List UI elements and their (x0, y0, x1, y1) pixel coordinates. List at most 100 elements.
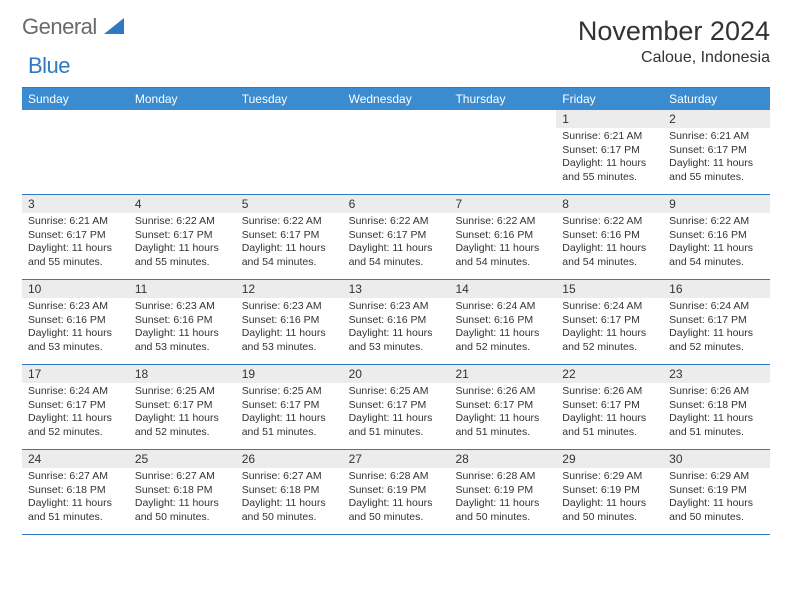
sunrise-text: Sunrise: 6:21 AM (28, 215, 123, 229)
sunrise-text: Sunrise: 6:24 AM (28, 385, 123, 399)
week-row: 17Sunrise: 6:24 AMSunset: 6:17 PMDayligh… (22, 365, 770, 450)
day-body: Sunrise: 6:24 AMSunset: 6:16 PMDaylight:… (449, 298, 556, 361)
daylight-text: Daylight: 11 hours and 52 minutes. (669, 327, 764, 354)
sunrise-text: Sunrise: 6:24 AM (562, 300, 657, 314)
sunrise-text: Sunrise: 6:28 AM (349, 470, 444, 484)
daylight-text: Daylight: 11 hours and 55 minutes. (28, 242, 123, 269)
title-block: November 2024 Caloue, Indonesia (578, 16, 770, 67)
day-cell: 2Sunrise: 6:21 AMSunset: 6:17 PMDaylight… (663, 110, 770, 194)
dow-cell: Tuesday (236, 88, 343, 110)
day-body: Sunrise: 6:24 AMSunset: 6:17 PMDaylight:… (556, 298, 663, 361)
sunrise-text: Sunrise: 6:24 AM (455, 300, 550, 314)
sunrise-text: Sunrise: 6:27 AM (28, 470, 123, 484)
dow-cell: Sunday (22, 88, 129, 110)
day-number: 1 (556, 110, 663, 128)
week-row: 3Sunrise: 6:21 AMSunset: 6:17 PMDaylight… (22, 195, 770, 280)
dow-cell: Friday (556, 88, 663, 110)
day-body: Sunrise: 6:23 AMSunset: 6:16 PMDaylight:… (129, 298, 236, 361)
sunrise-text: Sunrise: 6:23 AM (349, 300, 444, 314)
daylight-text: Daylight: 11 hours and 52 minutes. (455, 327, 550, 354)
sunset-text: Sunset: 6:17 PM (562, 399, 657, 413)
daylight-text: Daylight: 11 hours and 54 minutes. (242, 242, 337, 269)
day-cell: 29Sunrise: 6:29 AMSunset: 6:19 PMDayligh… (556, 450, 663, 534)
day-body: Sunrise: 6:22 AMSunset: 6:17 PMDaylight:… (236, 213, 343, 276)
sunset-text: Sunset: 6:17 PM (242, 229, 337, 243)
day-number: 7 (449, 195, 556, 213)
day-number: 3 (22, 195, 129, 213)
day-body: Sunrise: 6:25 AMSunset: 6:17 PMDaylight:… (343, 383, 450, 446)
day-cell (343, 110, 450, 194)
day-cell: 11Sunrise: 6:23 AMSunset: 6:16 PMDayligh… (129, 280, 236, 364)
daylight-text: Daylight: 11 hours and 51 minutes. (669, 412, 764, 439)
sunrise-text: Sunrise: 6:22 AM (669, 215, 764, 229)
day-number: 8 (556, 195, 663, 213)
sunset-text: Sunset: 6:17 PM (28, 229, 123, 243)
sunset-text: Sunset: 6:16 PM (455, 314, 550, 328)
daylight-text: Daylight: 11 hours and 50 minutes. (669, 497, 764, 524)
day-body: Sunrise: 6:22 AMSunset: 6:17 PMDaylight:… (343, 213, 450, 276)
day-body: Sunrise: 6:29 AMSunset: 6:19 PMDaylight:… (663, 468, 770, 531)
daylight-text: Daylight: 11 hours and 54 minutes. (669, 242, 764, 269)
day-cell: 12Sunrise: 6:23 AMSunset: 6:16 PMDayligh… (236, 280, 343, 364)
sunrise-text: Sunrise: 6:21 AM (562, 130, 657, 144)
location-label: Caloue, Indonesia (578, 49, 770, 67)
sunrise-text: Sunrise: 6:22 AM (562, 215, 657, 229)
day-number: 12 (236, 280, 343, 298)
sunset-text: Sunset: 6:19 PM (562, 484, 657, 498)
dow-cell: Saturday (663, 88, 770, 110)
day-cell (129, 110, 236, 194)
day-body: Sunrise: 6:26 AMSunset: 6:18 PMDaylight:… (663, 383, 770, 446)
day-body: Sunrise: 6:28 AMSunset: 6:19 PMDaylight:… (343, 468, 450, 531)
day-of-week-header: SundayMondayTuesdayWednesdayThursdayFrid… (22, 88, 770, 110)
daylight-text: Daylight: 11 hours and 51 minutes. (242, 412, 337, 439)
daylight-text: Daylight: 11 hours and 50 minutes. (349, 497, 444, 524)
sunset-text: Sunset: 6:19 PM (455, 484, 550, 498)
day-body: Sunrise: 6:27 AMSunset: 6:18 PMDaylight:… (236, 468, 343, 531)
dow-cell: Thursday (449, 88, 556, 110)
day-number: 18 (129, 365, 236, 383)
sunset-text: Sunset: 6:19 PM (669, 484, 764, 498)
sunrise-text: Sunrise: 6:26 AM (455, 385, 550, 399)
day-cell: 5Sunrise: 6:22 AMSunset: 6:17 PMDaylight… (236, 195, 343, 279)
day-cell: 7Sunrise: 6:22 AMSunset: 6:16 PMDaylight… (449, 195, 556, 279)
sunrise-text: Sunrise: 6:29 AM (669, 470, 764, 484)
sunrise-text: Sunrise: 6:27 AM (242, 470, 337, 484)
sunrise-text: Sunrise: 6:25 AM (242, 385, 337, 399)
day-body: Sunrise: 6:21 AMSunset: 6:17 PMDaylight:… (22, 213, 129, 276)
sunset-text: Sunset: 6:16 PM (562, 229, 657, 243)
daylight-text: Daylight: 11 hours and 50 minutes. (135, 497, 230, 524)
daylight-text: Daylight: 11 hours and 52 minutes. (135, 412, 230, 439)
sunrise-text: Sunrise: 6:27 AM (135, 470, 230, 484)
sunset-text: Sunset: 6:17 PM (562, 144, 657, 158)
daylight-text: Daylight: 11 hours and 55 minutes. (669, 157, 764, 184)
day-cell (449, 110, 556, 194)
brand-part1: General (22, 14, 97, 39)
sunset-text: Sunset: 6:17 PM (669, 144, 764, 158)
daylight-text: Daylight: 11 hours and 51 minutes. (28, 497, 123, 524)
day-number: 25 (129, 450, 236, 468)
day-cell: 3Sunrise: 6:21 AMSunset: 6:17 PMDaylight… (22, 195, 129, 279)
logo-triangle-icon (104, 16, 124, 38)
day-cell: 27Sunrise: 6:28 AMSunset: 6:19 PMDayligh… (343, 450, 450, 534)
day-number: 17 (22, 365, 129, 383)
day-number: 21 (449, 365, 556, 383)
day-number: 22 (556, 365, 663, 383)
daylight-text: Daylight: 11 hours and 53 minutes. (135, 327, 230, 354)
daylight-text: Daylight: 11 hours and 52 minutes. (562, 327, 657, 354)
sunset-text: Sunset: 6:16 PM (28, 314, 123, 328)
day-cell: 1Sunrise: 6:21 AMSunset: 6:17 PMDaylight… (556, 110, 663, 194)
brand-logo: General (22, 16, 124, 38)
day-number: 29 (556, 450, 663, 468)
sunrise-text: Sunrise: 6:23 AM (242, 300, 337, 314)
sunset-text: Sunset: 6:18 PM (135, 484, 230, 498)
day-body: Sunrise: 6:26 AMSunset: 6:17 PMDaylight:… (449, 383, 556, 446)
day-number: 15 (556, 280, 663, 298)
daylight-text: Daylight: 11 hours and 52 minutes. (28, 412, 123, 439)
sunrise-text: Sunrise: 6:29 AM (562, 470, 657, 484)
daylight-text: Daylight: 11 hours and 51 minutes. (562, 412, 657, 439)
day-body: Sunrise: 6:29 AMSunset: 6:19 PMDaylight:… (556, 468, 663, 531)
day-cell (236, 110, 343, 194)
sunset-text: Sunset: 6:17 PM (135, 229, 230, 243)
sunset-text: Sunset: 6:16 PM (669, 229, 764, 243)
week-row: 10Sunrise: 6:23 AMSunset: 6:16 PMDayligh… (22, 280, 770, 365)
